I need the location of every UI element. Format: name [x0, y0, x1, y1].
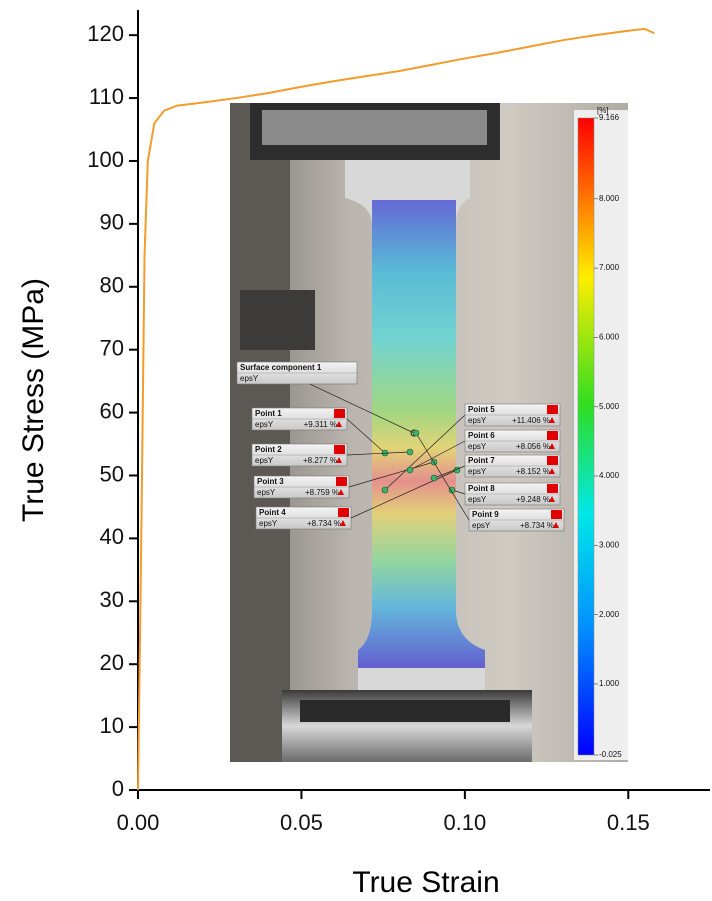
colorbar-tick-label: 6.000	[599, 333, 620, 342]
y-tick-label: 90	[100, 210, 124, 235]
colorbar-tick-label: 5.000	[599, 402, 620, 411]
probe-dot	[406, 466, 414, 474]
colorbar-tick-label: 4.000	[599, 471, 620, 480]
label-flag	[547, 456, 558, 465]
label-name: Point 7	[468, 456, 495, 465]
x-tick-label: 0.10	[443, 810, 486, 835]
label-quantity: epsY	[468, 416, 487, 425]
x-tick-label: 0.05	[280, 810, 323, 835]
inset-photo: [%]9.166 8.000 7.000 6.000 5.000 4.000 3.000 2.…	[230, 103, 628, 762]
label-arrow	[340, 520, 346, 526]
probe-dot	[412, 429, 420, 437]
label-readout: +8.734 %	[520, 521, 554, 530]
label-arrow	[549, 443, 555, 449]
y-tick-label: 50	[100, 461, 124, 486]
label-readout: +8.759 %	[305, 488, 339, 497]
y-tick-label: 80	[100, 273, 124, 298]
x-axis-label: True Strain	[352, 866, 499, 899]
colorbar-tick-label: 8.000	[599, 194, 620, 203]
label-name: Point 2	[255, 445, 282, 454]
label-readout: +8.056 %	[516, 442, 550, 451]
label-flag	[338, 508, 349, 517]
y-tick-label: 60	[100, 398, 124, 423]
x-tick-label: 0.00	[117, 810, 160, 835]
label-readout: +9.311 %	[304, 420, 337, 429]
leader-line	[346, 451, 411, 456]
probe-dot	[448, 486, 456, 494]
leader-line	[415, 432, 470, 521]
y-tick-label: 70	[100, 335, 124, 360]
leader-line	[296, 377, 415, 434]
data-line	[137, 27, 655, 791]
label-readout: +8.152 %	[516, 467, 550, 476]
y-tick-label: 40	[100, 524, 124, 549]
leader-line	[346, 418, 386, 454]
probe-dot	[381, 486, 389, 494]
y-tick-label: 10	[100, 713, 124, 738]
label-name: Point 4	[259, 508, 286, 517]
label-arrow	[338, 489, 344, 495]
label-quantity: epsY	[472, 521, 491, 530]
colorbar-tick-label: 3.000	[599, 540, 620, 549]
colorbar-tick-label: 1.000	[599, 679, 620, 688]
label-arrow	[549, 496, 555, 502]
label-flag	[336, 477, 347, 486]
label-quantity: epsY	[255, 456, 274, 465]
label-quantity: epsY	[255, 420, 274, 429]
label-name: Point 3	[257, 477, 284, 486]
colorbar-tick-label: -0.025	[599, 750, 622, 759]
colorbar-tick-label: 7.000	[599, 263, 620, 272]
label-flag	[547, 431, 558, 440]
label-readout: +11.406 %	[512, 416, 550, 425]
colorbar-tick-label: 9.166	[599, 113, 620, 122]
leader-line	[409, 440, 466, 471]
label-quantity: epsY	[468, 495, 487, 504]
label-arrow	[336, 421, 342, 427]
y-tick-label: 110	[89, 84, 124, 109]
colorbar-unit: [%]	[597, 106, 609, 115]
label-quantity: epsY	[468, 467, 487, 476]
label-name: Point 6	[468, 431, 495, 440]
y-tick-label: 100	[87, 147, 124, 172]
label-arrow	[549, 468, 555, 474]
label-quantity: epsY	[468, 442, 487, 451]
label-arrow	[549, 417, 555, 423]
label-flag	[551, 510, 562, 519]
x-tick-label: 0.15	[607, 810, 650, 835]
label-arrow	[336, 457, 342, 463]
label-readout: +8.277 %	[303, 456, 337, 465]
label-arrow	[553, 522, 559, 528]
label-name: Point 5	[468, 405, 495, 414]
leader-line	[384, 414, 466, 491]
label-readout: +9.248 %	[516, 495, 550, 504]
label-readout: +8.734 %	[307, 519, 341, 528]
label-flag	[547, 484, 558, 493]
probe-dot	[406, 448, 414, 456]
y-tick-label: 0	[112, 776, 124, 801]
leader-line	[350, 469, 458, 519]
label-name: Point 8	[468, 484, 495, 493]
y-axis-label: True Stress (MPa)	[17, 278, 50, 522]
label-name: Point 1	[255, 409, 282, 418]
label-flag	[334, 445, 345, 454]
colorbar-tick-label: 2.000	[599, 610, 620, 619]
y-tick-label: 30	[100, 587, 124, 612]
y-tick-label: 20	[100, 650, 124, 675]
label-name: Surface component 1	[240, 363, 322, 372]
label-flag	[334, 409, 345, 418]
label-name: Point 9	[472, 510, 499, 519]
y-tick-label: 120	[87, 21, 124, 46]
label-quantity: epsY	[257, 488, 276, 497]
probe-dot	[430, 474, 438, 482]
leader-line	[433, 465, 466, 479]
label-flag	[547, 405, 558, 414]
label-quantity: epsY	[240, 374, 259, 383]
leader-line	[348, 461, 435, 488]
label-quantity: epsY	[259, 519, 278, 528]
